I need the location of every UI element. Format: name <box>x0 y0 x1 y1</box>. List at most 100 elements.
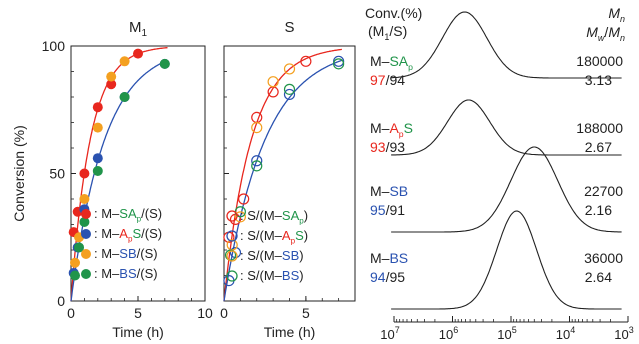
gpc-trace <box>391 210 622 310</box>
data-point <box>74 242 85 253</box>
y-tick-label: 0 <box>57 293 65 309</box>
text-part: ) <box>299 268 303 283</box>
data-point <box>159 58 170 69</box>
text-part: /(S) <box>137 266 158 281</box>
text-part: : S/(M– <box>240 268 283 283</box>
data-point <box>92 102 103 113</box>
panel-title: M1 <box>129 19 148 39</box>
trace-conversion: 94/95 <box>370 269 405 285</box>
gpc-trace <box>391 99 622 156</box>
text-part: BS <box>119 266 137 281</box>
part: M <box>608 24 620 40</box>
legend-entry: : M–ApS/(S) <box>94 226 162 244</box>
text-part: : S/(M– <box>240 248 283 263</box>
text-part: /(S) <box>141 226 162 241</box>
legend-marker <box>226 250 238 262</box>
data-point <box>133 48 143 59</box>
text-part: /94 <box>386 72 406 88</box>
header-mn: Mn <box>608 5 625 24</box>
data-point <box>79 194 90 204</box>
title-sub: 1 <box>141 28 147 39</box>
trace-conversion: 97/94 <box>370 72 405 88</box>
x-tick-label: 103 <box>614 325 633 342</box>
data-point <box>251 155 263 167</box>
text-part: : M– <box>94 246 120 261</box>
x-tick-label: 5 <box>302 305 310 321</box>
legend-marker <box>226 230 238 242</box>
part: w <box>598 33 605 43</box>
legend-marker <box>81 269 91 279</box>
part: (M <box>368 23 384 39</box>
trace-mn: 36000 <box>584 250 623 266</box>
text-part: M– <box>370 250 390 266</box>
text-part: BS <box>282 268 300 283</box>
x-tick-label: 104 <box>556 325 575 342</box>
text-part: p <box>408 62 413 72</box>
data-point <box>300 55 312 67</box>
tick-exponent: 5 <box>512 325 517 335</box>
trace-mn: 188000 <box>576 120 623 136</box>
part: /S) <box>389 23 407 39</box>
text-part: : M– <box>94 266 120 281</box>
header-pdi: Mw/Mn <box>586 24 625 43</box>
tick-base: 10 <box>380 327 394 342</box>
tick-exponent: 3 <box>629 325 634 335</box>
text-part: 97 <box>370 72 386 88</box>
header-ratio: (M1/S) <box>368 23 407 42</box>
data-point <box>119 56 130 67</box>
title-main: M <box>129 19 142 36</box>
trace-mn: 180000 <box>576 53 623 69</box>
trace-name: M–SAp <box>370 53 413 72</box>
text-part: SA <box>282 208 300 223</box>
trace-name: M–ApS <box>370 120 413 139</box>
data-point <box>92 153 103 164</box>
trace-pdi: 2.16 <box>585 202 612 218</box>
data-point <box>251 160 263 172</box>
text-part: S <box>404 120 413 136</box>
legend-entry: : M–SB/(S) <box>94 246 158 261</box>
plot-frame <box>70 45 206 302</box>
data-point <box>238 193 250 205</box>
text-part: : M– <box>94 226 120 241</box>
data-point <box>79 216 90 227</box>
trace-mn: 22700 <box>584 183 623 199</box>
gpc-trace <box>391 11 622 79</box>
x-tick-label: 0 <box>220 305 228 321</box>
data-point <box>70 270 81 281</box>
fit-curve <box>70 47 168 302</box>
text-part: SB <box>282 248 299 263</box>
data-point <box>267 76 279 88</box>
tick-exponent: 6 <box>453 325 458 335</box>
legend-marker <box>81 209 91 219</box>
text-part: : S/(M– <box>240 228 283 243</box>
fit-curve <box>223 48 342 302</box>
legend-marker <box>226 210 238 222</box>
text-part: /93 <box>386 139 406 155</box>
text-part: /(S) <box>137 246 158 261</box>
part: M <box>608 5 620 21</box>
trace-conversion: 93/93 <box>370 139 405 155</box>
text-part: : S/(M– <box>240 208 283 223</box>
trace-name: M–BS <box>370 250 408 266</box>
data-point <box>283 63 296 75</box>
text-part: 94 <box>370 269 386 285</box>
trace-pdi: 2.67 <box>585 139 612 155</box>
x-tick-label: 0 <box>67 305 75 321</box>
part: 1 <box>384 32 389 42</box>
y-tick-label: 50 <box>49 166 65 182</box>
data-point <box>251 121 263 134</box>
text-part: S <box>132 226 141 241</box>
text-part: 93 <box>370 139 386 155</box>
data-point <box>79 168 90 179</box>
text-part: A <box>389 120 399 136</box>
legend-marker <box>81 229 91 239</box>
text-part: /91 <box>386 202 406 218</box>
legend-entry: : M–BS/(S) <box>94 266 158 281</box>
data-point <box>106 71 117 82</box>
legend-entry: : S/(M–BS) <box>240 268 304 283</box>
trace-pdi: 2.64 <box>585 269 612 285</box>
legend-entry: : S/(M–SB) <box>240 248 304 263</box>
tick-exponent: 4 <box>570 325 575 335</box>
x-tick-label: 106 <box>439 325 458 342</box>
